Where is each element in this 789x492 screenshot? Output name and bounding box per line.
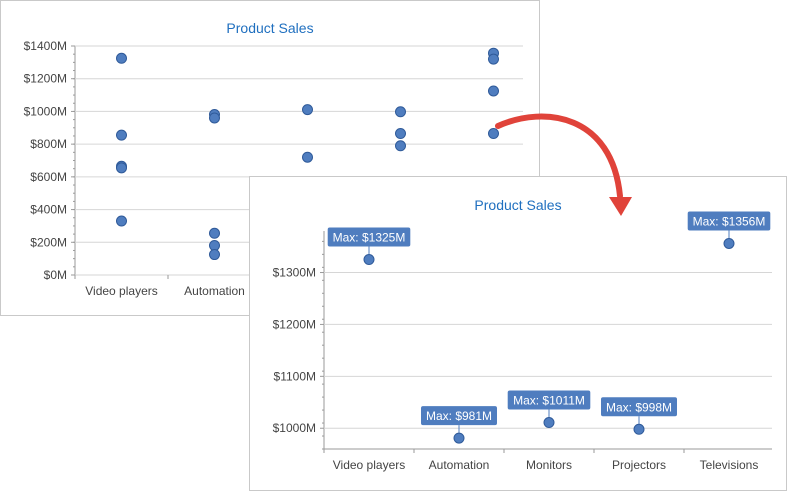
data-point bbox=[209, 112, 220, 124]
data-label: Max: $1011M bbox=[513, 394, 585, 408]
data-point bbox=[543, 417, 555, 429]
y-tick-label: $800M bbox=[30, 137, 67, 151]
data-label: Max: $1325M bbox=[333, 231, 406, 245]
data-point bbox=[302, 104, 313, 116]
x-tick-label: Automation bbox=[429, 458, 490, 472]
y-tick-label: $0M bbox=[44, 268, 67, 282]
data-point bbox=[302, 151, 313, 163]
data-point bbox=[116, 52, 127, 64]
data-point bbox=[116, 129, 127, 141]
x-tick-label: Projectors bbox=[612, 458, 666, 472]
chart-panel-max: Product Sales $1000M $1100M $1200M $1300M Vi… bbox=[249, 176, 787, 491]
data-point bbox=[395, 106, 406, 118]
x-tick-label: Video players bbox=[333, 458, 406, 472]
annotation-box bbox=[601, 397, 677, 417]
x-tick-label: Video players bbox=[85, 284, 158, 298]
x-tick-label: Televisions bbox=[700, 458, 759, 472]
y-tick-label: $1000M bbox=[24, 104, 67, 118]
y-tick-label: $600M bbox=[30, 170, 67, 184]
data-label: Max: $981M bbox=[426, 409, 492, 423]
y-tick-label: $1000M bbox=[273, 421, 316, 435]
annotation-box bbox=[507, 390, 591, 410]
data-point bbox=[633, 423, 645, 435]
y-tick-label: $1200M bbox=[273, 317, 316, 331]
chart-max-plot: $1000M $1100M $1200M $1300M Video players Aut… bbox=[273, 211, 772, 472]
y-tick-label: $1300M bbox=[273, 266, 316, 280]
y-tick-label: $1100M bbox=[274, 369, 316, 383]
data-point bbox=[395, 140, 406, 152]
data-label: Max: $1356M bbox=[693, 214, 766, 228]
annotation-box bbox=[687, 211, 771, 231]
data-point bbox=[488, 85, 499, 97]
chart-title: Product Sales bbox=[226, 20, 314, 36]
y-tick-label: $400M bbox=[30, 203, 67, 217]
y-tick-label: $1200M bbox=[24, 72, 67, 86]
y-tick-label: $200M bbox=[30, 235, 67, 249]
x-tick-label: Monitors bbox=[526, 458, 572, 472]
data-label: Max: $998M bbox=[606, 400, 672, 414]
data-point bbox=[395, 128, 406, 140]
data-point bbox=[209, 227, 220, 239]
chart-title: Product Sales bbox=[474, 197, 562, 213]
data-point bbox=[488, 128, 499, 140]
data-point bbox=[116, 215, 127, 227]
annotation-box bbox=[327, 227, 411, 247]
data-point bbox=[209, 249, 220, 261]
data-point bbox=[453, 432, 465, 444]
data-point bbox=[363, 254, 375, 266]
y-tick-label: $1400M bbox=[24, 39, 67, 53]
annotation-box bbox=[421, 406, 497, 426]
data-point bbox=[116, 162, 127, 174]
x-tick-label: Automation bbox=[184, 284, 245, 298]
data-point bbox=[488, 53, 499, 65]
data-point bbox=[723, 237, 735, 249]
